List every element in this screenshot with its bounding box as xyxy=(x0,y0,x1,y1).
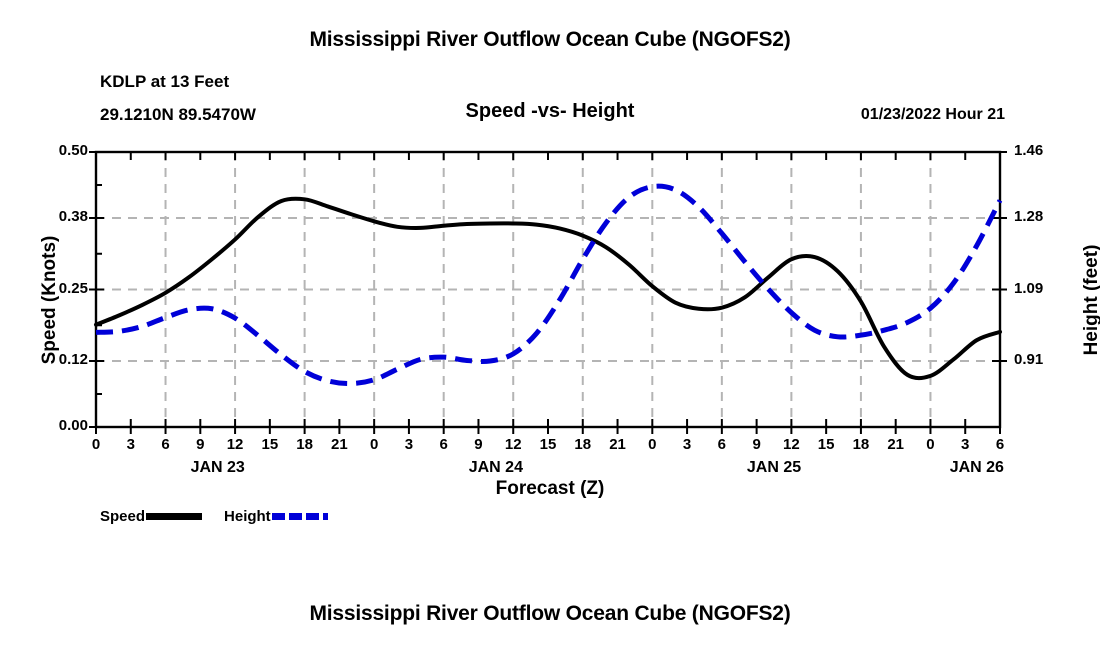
y-tick-left-0.50: 0.50 xyxy=(58,142,88,159)
series-line-speed xyxy=(94,196,1002,381)
x-tick-20: 12 xyxy=(783,436,800,453)
x-tick-0: 0 xyxy=(91,436,101,453)
x-tick-8: 0 xyxy=(369,436,379,453)
x-tick-7: 21 xyxy=(331,436,348,453)
x-tick-4: 12 xyxy=(226,436,244,453)
x-tick-17: 3 xyxy=(682,436,692,453)
coordinates-label: 29.1210N 89.5470W xyxy=(100,105,256,124)
legend-label-height: Height xyxy=(224,508,271,526)
x-tick-18: 6 xyxy=(717,436,727,453)
x-tick-19: 9 xyxy=(752,436,761,453)
day-label-2: JAN 25 xyxy=(746,459,802,476)
page-title-top: Mississippi River Outflow Ocean Cube (NG… xyxy=(309,28,791,51)
legend-item-speed: Speed xyxy=(100,508,224,526)
x-tick-15: 21 xyxy=(609,436,626,453)
y-tick-left-0.25: 0.25 xyxy=(58,279,88,297)
y-tick-right-0.91: 0.91 xyxy=(1014,351,1044,368)
y-tick-left-0.00: 0.00 xyxy=(58,417,88,434)
y-axis-right-title: Height (feet) xyxy=(1081,244,1100,356)
plot-frame xyxy=(94,150,1002,429)
x-tick-9: 3 xyxy=(404,436,414,453)
legend-swatch-speed xyxy=(146,513,203,521)
y-tick-right-1.46: 1.46 xyxy=(1014,142,1044,159)
day-label-0: JAN 23 xyxy=(190,459,245,476)
legend-item-height: Height xyxy=(224,508,350,526)
legend-swatch-height xyxy=(271,513,328,521)
x-tick-25: 3 xyxy=(961,436,970,453)
x-tick-23: 21 xyxy=(887,436,905,453)
x-tick-2: 6 xyxy=(161,436,170,453)
x-tick-22: 18 xyxy=(852,436,870,453)
axis-ticks xyxy=(89,151,1007,434)
x-tick-3: 9 xyxy=(196,436,205,453)
y-tick-right-1.09: 1.09 xyxy=(1014,279,1044,297)
y-tick-left-0.38: 0.38 xyxy=(58,208,88,225)
y-tick-right-1.28: 1.28 xyxy=(1014,208,1044,225)
chart-legend: Speed Height xyxy=(100,508,350,526)
page-title-bottom: Mississippi River Outflow Ocean Cube (NG… xyxy=(309,602,791,625)
x-tick-16: 0 xyxy=(648,436,657,453)
series-line-height xyxy=(95,183,1003,387)
x-tick-10: 6 xyxy=(439,436,448,453)
x-tick-14: 18 xyxy=(574,436,592,453)
x-axis-title: Forecast (Z) xyxy=(495,478,605,499)
x-tick-13: 15 xyxy=(539,436,557,453)
legend-label-speed: Speed xyxy=(100,508,146,526)
model-run-label: 01/23/2022 Hour 21 xyxy=(860,106,1005,123)
y-tick-left-0.12: 0.12 xyxy=(58,351,88,368)
x-tick-6: 18 xyxy=(296,436,313,453)
x-tick-12: 12 xyxy=(504,436,522,453)
gridlines xyxy=(96,151,1000,427)
day-label-1: JAN 24 xyxy=(468,459,523,476)
x-tick-24: 0 xyxy=(926,436,935,453)
day-label-3: JAN 26 xyxy=(949,459,1004,476)
x-tick-5: 15 xyxy=(261,436,279,453)
x-tick-21: 15 xyxy=(817,436,835,453)
chart-subtitle: Speed -vs- Height xyxy=(465,100,635,122)
x-tick-11: 9 xyxy=(474,436,483,453)
x-tick-1: 3 xyxy=(126,436,135,453)
x-tick-26: 6 xyxy=(995,436,1005,453)
station-label: KDLP at 13 Feet xyxy=(100,72,230,91)
